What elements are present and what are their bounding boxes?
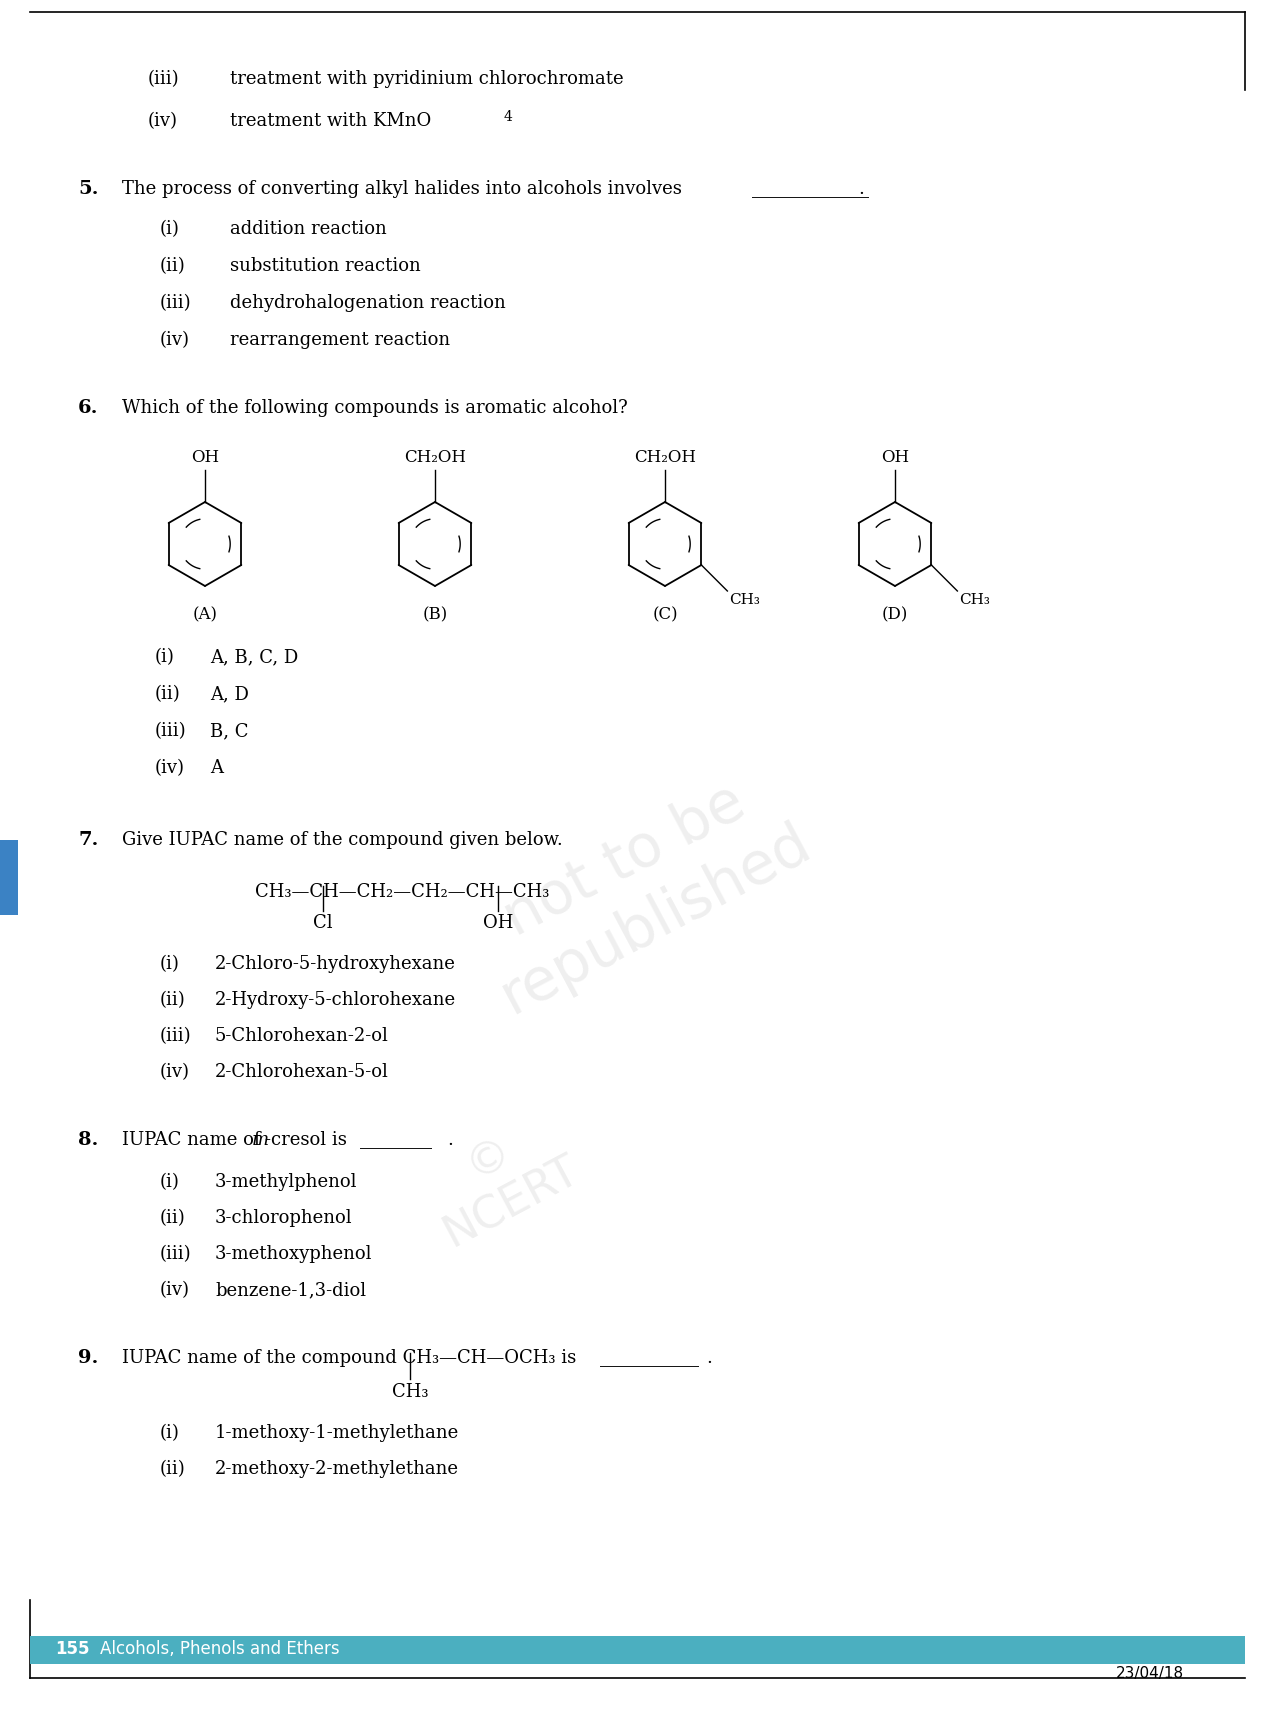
Text: CH₃: CH₃ <box>959 593 991 607</box>
Text: 2-Hydroxy-5-chlorohexane: 2-Hydroxy-5-chlorohexane <box>215 992 456 1009</box>
Text: (B): (B) <box>422 605 448 622</box>
Text: (ii): (ii) <box>159 992 186 1009</box>
Text: Give IUPAC name of the compound given below.: Give IUPAC name of the compound given be… <box>122 831 562 848</box>
Text: OH: OH <box>881 450 909 467</box>
Text: IUPAC name of: IUPAC name of <box>122 1130 266 1149</box>
Text: CH₂OH: CH₂OH <box>634 450 696 467</box>
Text: (ii): (ii) <box>156 686 181 703</box>
Text: (iv): (iv) <box>148 111 178 130</box>
Text: OH: OH <box>483 915 513 932</box>
Text: The process of converting alkyl halides into alcohols involves: The process of converting alkyl halides … <box>122 180 682 198</box>
Text: (iii): (iii) <box>159 294 191 311</box>
Text: 1-methoxy-1-methylethane: 1-methoxy-1-methylethane <box>215 1424 459 1442</box>
Text: (i): (i) <box>156 648 175 665</box>
Text: benzene-1,3-diol: benzene-1,3-diol <box>215 1281 366 1300</box>
Text: (i): (i) <box>159 1173 180 1190</box>
Text: _____________: _____________ <box>752 180 870 198</box>
Text: m: m <box>252 1130 269 1149</box>
Text: (i): (i) <box>159 954 180 973</box>
Text: (A): (A) <box>193 605 218 622</box>
Text: (ii): (ii) <box>159 1209 186 1228</box>
Text: (i): (i) <box>159 221 180 238</box>
Text: 3-methoxyphenol: 3-methoxyphenol <box>215 1245 372 1264</box>
Text: ___________: ___________ <box>601 1349 699 1366</box>
Text: .: . <box>706 1349 711 1366</box>
Text: CH₃: CH₃ <box>391 1383 428 1400</box>
Text: OH: OH <box>191 450 219 467</box>
Text: (ii): (ii) <box>159 256 186 275</box>
Text: -cresol is: -cresol is <box>265 1130 353 1149</box>
Text: 2-methoxy-2-methylethane: 2-methoxy-2-methylethane <box>215 1460 459 1477</box>
Text: (iii): (iii) <box>156 722 186 740</box>
Text: 3-chlorophenol: 3-chlorophenol <box>215 1209 353 1228</box>
Text: Alcohols, Phenols and Ethers: Alcohols, Phenols and Ethers <box>99 1640 339 1659</box>
Text: 3-methylphenol: 3-methylphenol <box>215 1173 357 1190</box>
Text: (iii): (iii) <box>159 1245 191 1264</box>
Text: A, B, C, D: A, B, C, D <box>210 648 298 665</box>
Text: ©
NCERT: © NCERT <box>413 1105 586 1255</box>
FancyBboxPatch shape <box>31 1636 1244 1664</box>
Text: ________: ________ <box>360 1130 432 1149</box>
Text: CH₃: CH₃ <box>729 593 760 607</box>
Text: 2-Chlorohexan-5-ol: 2-Chlorohexan-5-ol <box>215 1064 389 1081</box>
Text: A, D: A, D <box>210 686 249 703</box>
Text: 155: 155 <box>55 1640 89 1659</box>
Text: 23/04/18: 23/04/18 <box>1116 1666 1184 1681</box>
Text: (iii): (iii) <box>159 1028 191 1045</box>
Text: Which of the following compounds is aromatic alcohol?: Which of the following compounds is arom… <box>122 398 627 417</box>
Text: (C): (C) <box>653 605 678 622</box>
Text: B, C: B, C <box>210 722 249 740</box>
Text: dehydrohalogenation reaction: dehydrohalogenation reaction <box>230 294 506 311</box>
Text: addition reaction: addition reaction <box>230 221 386 238</box>
Text: 2-Chloro-5-hydroxyhexane: 2-Chloro-5-hydroxyhexane <box>215 954 456 973</box>
Text: (iv): (iv) <box>156 759 185 776</box>
Text: 4: 4 <box>504 109 513 125</box>
Text: treatment with pyridinium chlorochromate: treatment with pyridinium chlorochromate <box>230 70 623 87</box>
Text: 7.: 7. <box>78 831 98 848</box>
Text: 8.: 8. <box>78 1130 98 1149</box>
Text: (ii): (ii) <box>159 1460 186 1477</box>
Text: not to be
republished: not to be republished <box>460 756 820 1024</box>
Text: (iv): (iv) <box>159 1281 190 1300</box>
Text: .: . <box>858 180 864 198</box>
Text: (iv): (iv) <box>159 1064 190 1081</box>
Text: (D): (D) <box>882 605 908 622</box>
Text: .: . <box>448 1130 453 1149</box>
Text: (i): (i) <box>159 1424 180 1442</box>
Text: IUPAC name of the compound CH₃—CH—OCH₃ is: IUPAC name of the compound CH₃—CH—OCH₃ i… <box>122 1349 581 1366</box>
Text: 5.: 5. <box>78 180 98 198</box>
Text: (iii): (iii) <box>148 70 180 87</box>
Text: Cl: Cl <box>314 915 333 932</box>
Text: (iv): (iv) <box>159 332 190 349</box>
Text: CH₂OH: CH₂OH <box>404 450 465 467</box>
FancyBboxPatch shape <box>0 840 18 915</box>
Text: 5-Chlorohexan-2-ol: 5-Chlorohexan-2-ol <box>215 1028 389 1045</box>
Text: rearrangement reaction: rearrangement reaction <box>230 332 450 349</box>
Text: A: A <box>210 759 223 776</box>
Text: treatment with KMnO: treatment with KMnO <box>230 111 431 130</box>
Text: substitution reaction: substitution reaction <box>230 256 421 275</box>
Text: 9.: 9. <box>78 1349 98 1366</box>
Text: 6.: 6. <box>78 398 98 417</box>
Text: CH₃—CH—CH₂—CH₂—CH—CH₃: CH₃—CH—CH₂—CH₂—CH—CH₃ <box>255 882 550 901</box>
